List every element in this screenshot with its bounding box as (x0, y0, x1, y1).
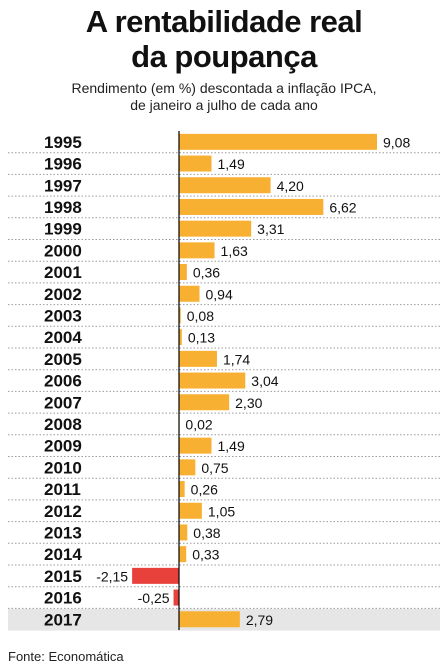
chart-subtitle-line-1: Rendimento (em %) descontada a inflação … (71, 80, 377, 96)
value-label-1999: 3,31 (257, 221, 284, 237)
bar-chart: 1995 9,08 1996 1,49 1997 4,20 1998 6,62 1999 3,31… (8, 131, 440, 631)
bar-2007 (179, 394, 230, 411)
value-label-2000: 1,63 (221, 243, 248, 259)
year-label-1999: 1999 (44, 220, 82, 239)
year-label-1995: 1995 (44, 133, 82, 152)
bar-1995 (179, 133, 377, 150)
year-label-2001: 2001 (44, 263, 82, 282)
year-label-2006: 2006 (44, 372, 82, 391)
year-label-2005: 2005 (44, 350, 82, 369)
value-label-2013: 0,38 (193, 525, 220, 541)
year-label-2002: 2002 (44, 285, 82, 304)
value-label-2004: 0,13 (188, 330, 215, 346)
value-label-2005: 1,74 (223, 351, 250, 367)
year-label-2012: 2012 (44, 502, 82, 521)
year-label-2008: 2008 (44, 415, 82, 434)
bar-2010 (179, 459, 196, 476)
year-label-2007: 2007 (44, 393, 82, 412)
value-label-2016: -0,25 (138, 590, 170, 606)
value-label-1995: 9,08 (383, 134, 410, 150)
bar-2009 (179, 437, 212, 454)
value-label-2014: 0,33 (192, 547, 219, 563)
chart-title-line-1: A rentabilidade real (85, 4, 363, 39)
value-label-2011: 0,26 (191, 482, 218, 498)
bar-1998 (179, 198, 324, 215)
bar-1999 (179, 220, 252, 237)
bar-1996 (179, 155, 212, 172)
bar-2015 (132, 567, 179, 584)
value-label-2006: 3,04 (251, 373, 278, 389)
value-label-1997: 4,20 (277, 178, 304, 194)
year-label-2011: 2011 (44, 480, 81, 499)
value-label-1998: 6,62 (329, 199, 356, 215)
bar-2013 (179, 524, 188, 541)
year-label-2009: 2009 (44, 437, 82, 456)
year-label-2003: 2003 (44, 306, 82, 325)
value-label-2007: 2,30 (235, 395, 262, 411)
bar-2006 (179, 372, 246, 389)
value-label-2015: -2,15 (96, 568, 128, 584)
bar-2003 (179, 307, 181, 324)
year-label-1996: 1996 (44, 155, 82, 174)
year-label-2015: 2015 (44, 567, 82, 586)
year-label-2013: 2013 (44, 523, 82, 542)
source-note: Fonte: Economática (8, 649, 124, 664)
value-label-2017: 2,79 (246, 612, 273, 628)
value-label-2002: 0,94 (205, 286, 232, 302)
value-label-1996: 1,49 (217, 156, 244, 172)
bar-2000 (179, 242, 215, 259)
year-label-2014: 2014 (44, 545, 82, 564)
bar-2011 (179, 481, 185, 498)
bar-2001 (179, 264, 187, 281)
bar-2016 (173, 589, 179, 606)
year-label-2017: 2017 (44, 610, 82, 629)
value-label-2001: 0,36 (193, 265, 220, 281)
value-label-2009: 1,49 (217, 438, 244, 454)
bar-2017 (179, 611, 240, 628)
year-label-1997: 1997 (44, 176, 82, 195)
value-label-2010: 0,75 (201, 460, 228, 476)
value-label-2003: 0,08 (187, 308, 214, 324)
year-label-2004: 2004 (44, 328, 82, 347)
year-label-2000: 2000 (44, 241, 82, 260)
chart-subtitle-line-2: de janeiro a julho de cada ano (130, 97, 318, 113)
bar-2004 (179, 329, 182, 346)
year-label-2010: 2010 (44, 458, 82, 477)
bar-2012 (179, 502, 202, 519)
value-label-2008: 0,02 (185, 416, 212, 432)
year-label-2016: 2016 (44, 589, 82, 608)
bar-1997 (179, 177, 271, 194)
value-label-2012: 1,05 (208, 503, 235, 519)
year-label-1998: 1998 (44, 198, 82, 217)
bar-2002 (179, 285, 200, 302)
bar-2014 (179, 546, 187, 563)
chart-title-line-2: da poupança (131, 39, 317, 74)
bar-2005 (179, 350, 217, 367)
